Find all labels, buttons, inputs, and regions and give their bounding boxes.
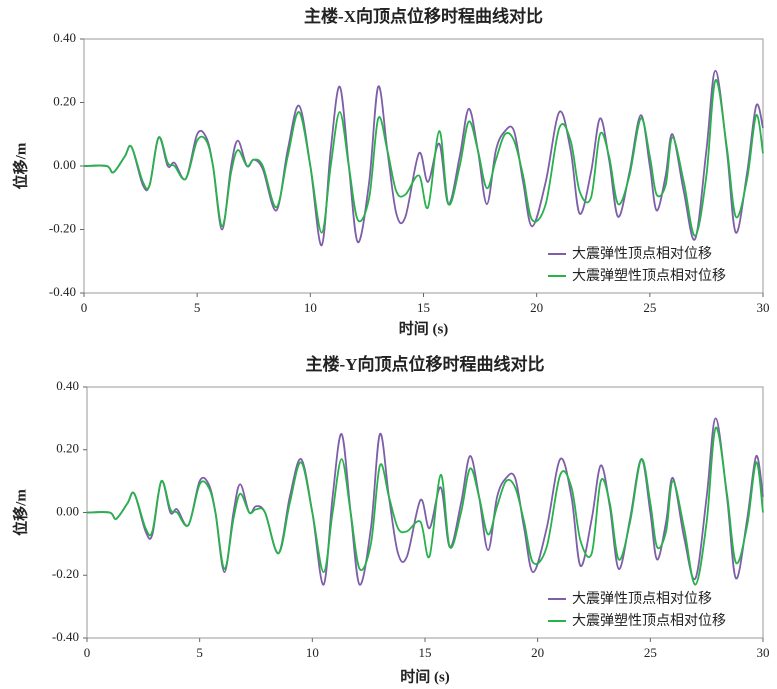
chart-title: 主楼-X向顶点位移时程曲线对比 [304,6,543,26]
y-tick-label: -0.40 [49,284,76,299]
y-axis-title: 位移/m [11,142,29,189]
legend-label: 大震弹塑性顶点相对位移 [572,613,726,629]
data-line [86,426,764,586]
legend-label: 大震弹性顶点相对位移 [572,591,712,607]
y-tick-label: 0.00 [53,157,76,172]
x-axis-title: 时间 (s) [399,319,449,337]
x-tick-label: 10 [304,300,317,315]
x-axis-title: 时间 (s) [400,667,450,685]
y-tick-label: -0.20 [49,220,76,235]
x-tick-label: 25 [643,300,656,315]
y-tick-label: -0.20 [52,566,79,581]
x-tick-label: 20 [530,300,543,315]
x-tick-label: 25 [644,645,657,660]
x-tick-label: 10 [306,645,319,660]
chart-title: 主楼-Y向顶点位移时程曲线对比 [306,354,545,374]
legend-label: 大震弹塑性顶点相对位移 [572,268,726,284]
x-tick-label: 0 [84,645,91,660]
y-tick-label: -0.40 [52,629,79,644]
x-tick-label: 20 [531,645,544,660]
data-line [83,79,764,237]
x-tick-label: 30 [757,300,770,315]
x-tick-label: 5 [194,300,201,315]
y-axis-title: 位移/m [11,489,29,536]
data-line [83,69,764,247]
y-tick-label: 0.20 [53,93,76,108]
y-tick-label: 0.20 [56,441,79,456]
x-tick-label: 5 [196,645,203,660]
data-line [86,417,764,586]
x-tick-label: 30 [757,645,770,660]
y-tick-label: 0.40 [53,30,76,45]
x-tick-label: 15 [417,300,430,315]
x-tick-label: 0 [81,300,88,315]
legend-label: 大震弹性顶点相对位移 [572,246,712,262]
y-tick-label: 0.40 [56,378,79,393]
x-tick-label: 15 [419,645,432,660]
y-tick-label: 0.00 [56,503,79,518]
